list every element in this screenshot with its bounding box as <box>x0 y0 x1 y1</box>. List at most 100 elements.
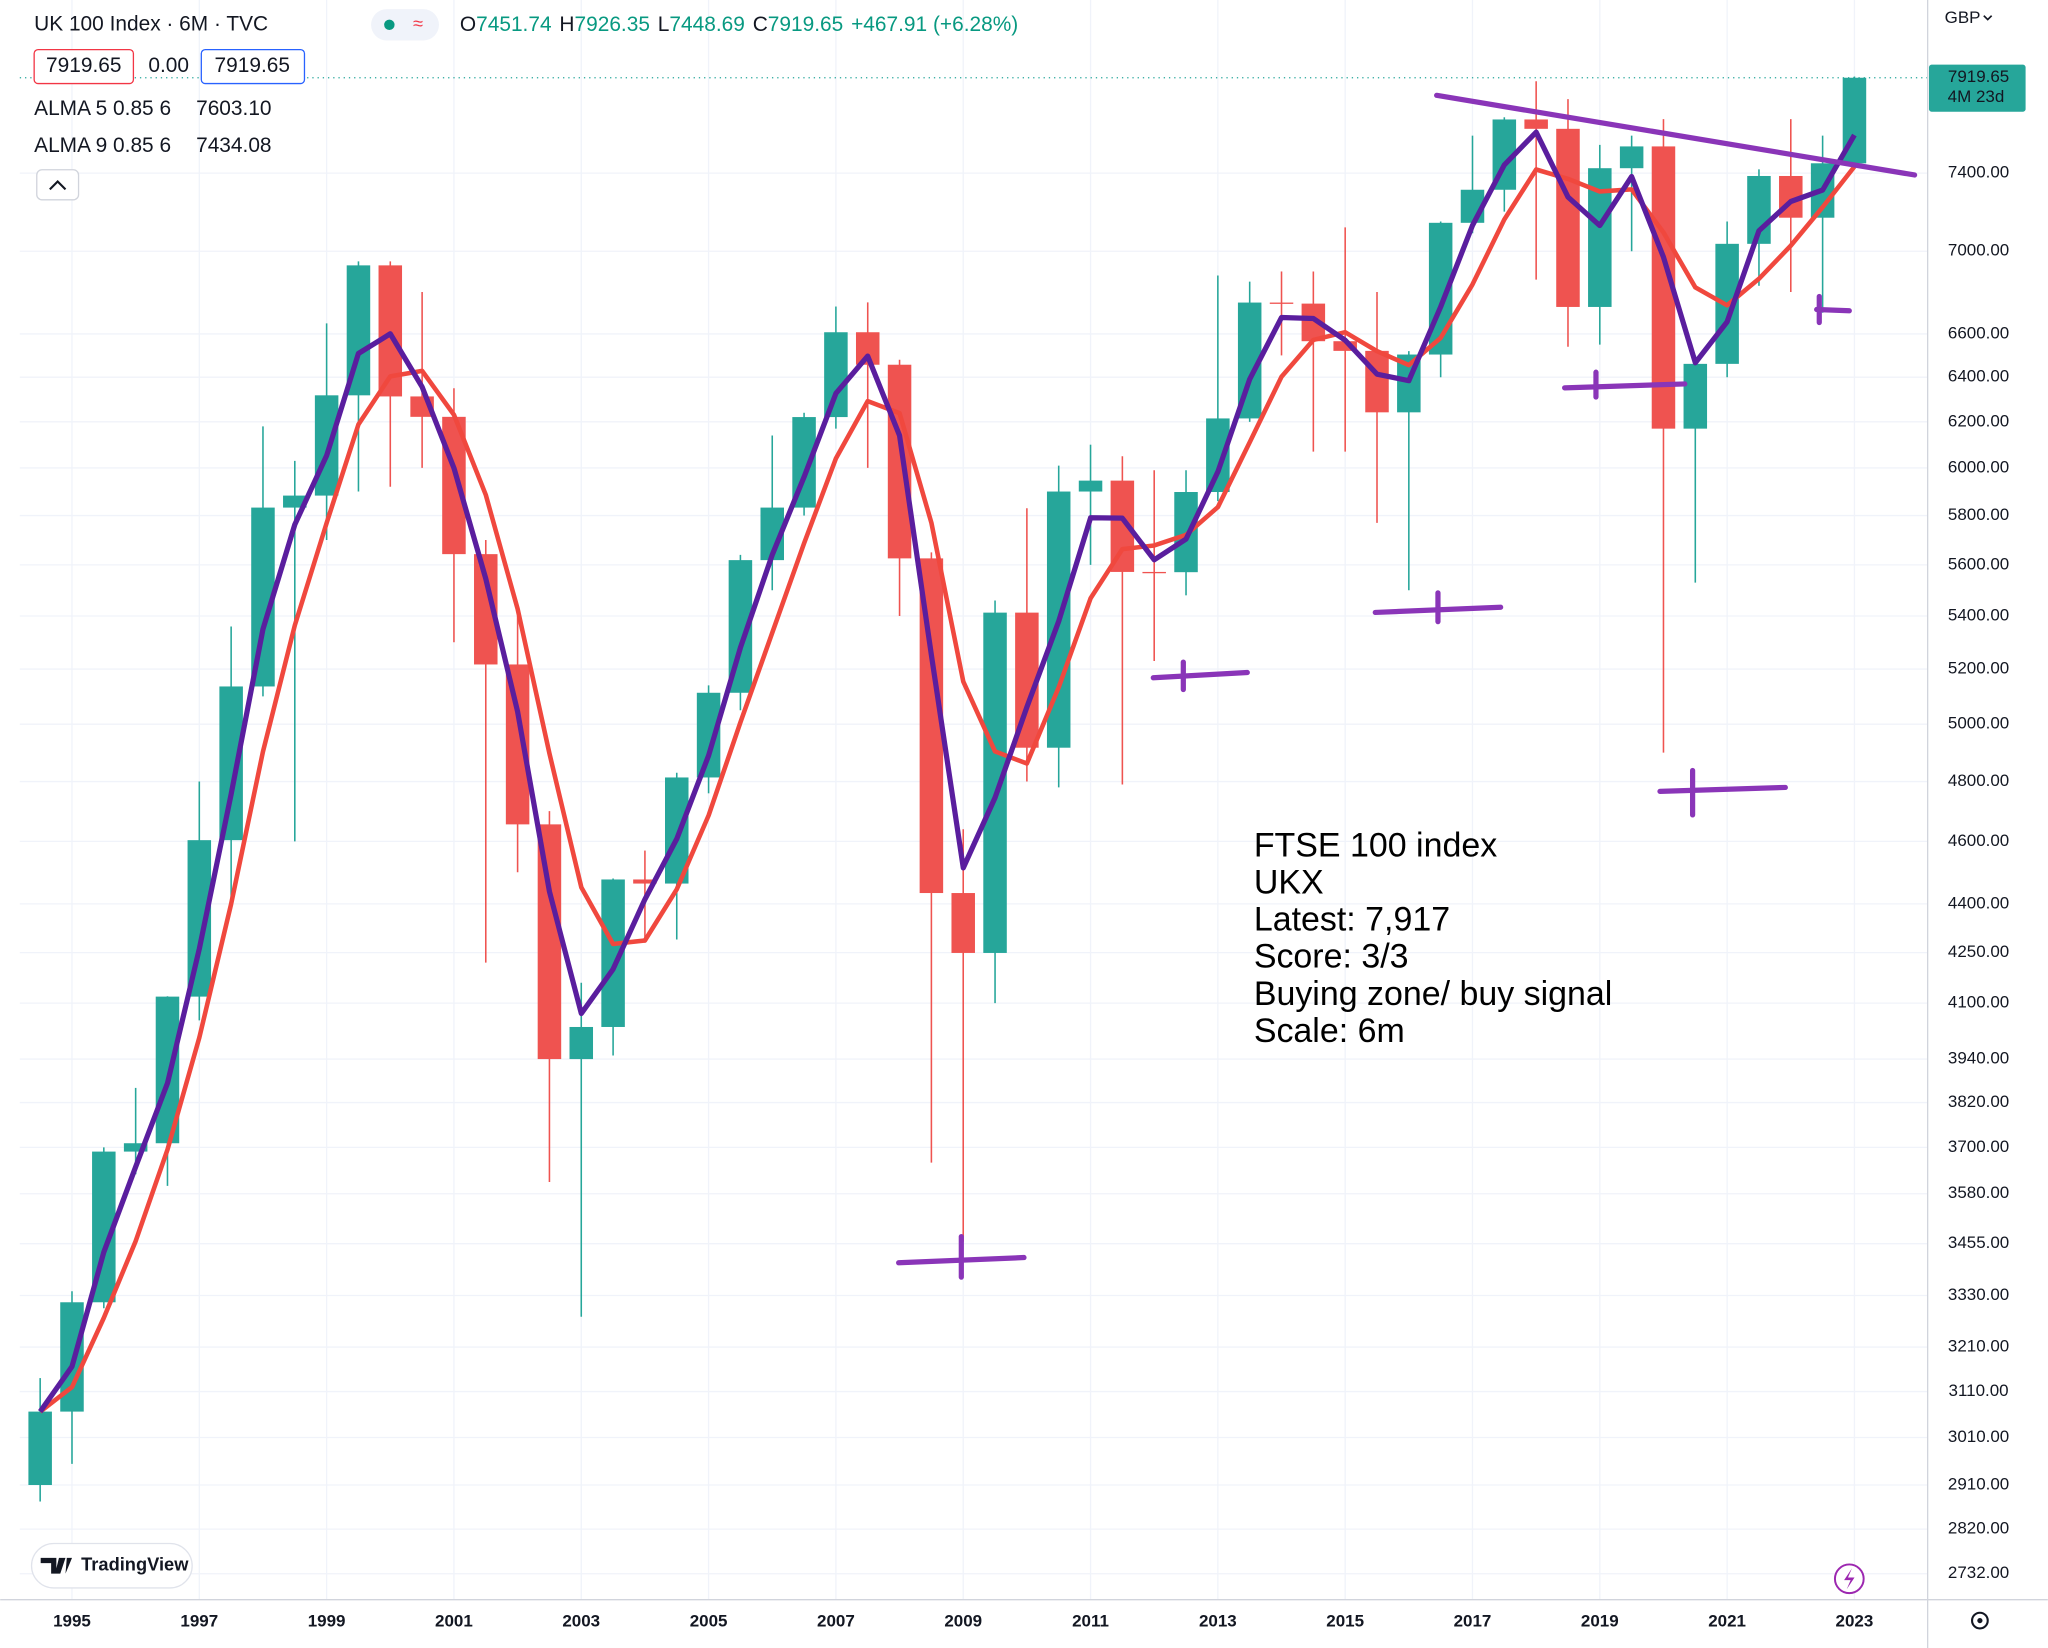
settings-hub <box>1977 1617 1983 1624</box>
cross-h <box>1150 669 1250 681</box>
x-tick-label: 2017 <box>1454 1611 1492 1630</box>
candle-body <box>1269 302 1294 304</box>
ohlc-change: +467.91 (+6.28%) <box>851 12 1018 35</box>
candle-body <box>346 265 371 396</box>
candle-body <box>378 265 403 397</box>
logo-pill[interactable] <box>30 1542 193 1589</box>
candle-body <box>505 664 530 825</box>
countdown: 4M 23d <box>1948 87 2005 106</box>
candle-body <box>1333 341 1357 351</box>
annotation-line: UKX <box>1254 864 1324 902</box>
candle-body <box>314 395 339 496</box>
candle-body <box>1078 480 1103 492</box>
y-tick-label: 3010.00 <box>1948 1427 2009 1446</box>
y-tick-label: 6200.00 <box>1948 411 2009 430</box>
candle-body <box>919 558 944 894</box>
y-tick-label: 4400.00 <box>1948 893 2009 912</box>
x-tick-label: 2005 <box>690 1611 728 1630</box>
symbol-title: UK 100 Index · 6M · TVC <box>34 12 268 35</box>
ohlc-value: 7448.69 <box>669 12 744 35</box>
candle-body <box>283 495 307 508</box>
candle-body <box>1015 612 1039 748</box>
legend-value: 7603.10 <box>196 97 271 120</box>
candle-body <box>1142 571 1166 574</box>
cross-h <box>1562 381 1688 391</box>
legend-name: ALMA 9 0.85 6 <box>34 134 171 157</box>
y-tick-label: 6600.00 <box>1948 323 2009 342</box>
y-tick-label: 4800.00 <box>1948 771 2009 790</box>
collapse-button[interactable] <box>36 169 80 201</box>
spread: 0.00 <box>148 54 189 77</box>
annotation-line: Score: 3/3 <box>1254 938 1409 976</box>
x-tick-label: 2011 <box>1072 1611 1109 1630</box>
candle-body <box>155 996 180 1144</box>
x-tick-label: 2003 <box>562 1611 600 1630</box>
x-tick-label: 2015 <box>1326 1611 1364 1630</box>
drawings <box>896 92 1918 1280</box>
y-tick-label: 5400.00 <box>1948 605 2009 624</box>
trend-line <box>1434 92 1918 178</box>
annotation-line: FTSE 100 index <box>1254 826 1497 864</box>
y-tick-label: 4100.00 <box>1948 993 2009 1012</box>
candle-body <box>983 612 1007 953</box>
alert-bolt <box>1844 1568 1855 1590</box>
ohlc-label: L <box>658 12 670 35</box>
currency-caret <box>1983 15 1993 21</box>
settings-icon[interactable] <box>1971 1611 1989 1630</box>
buy-price: 7919.65 <box>215 54 290 77</box>
x-tick-label: 2019 <box>1581 1611 1619 1630</box>
y-tick-label: 2910.00 <box>1948 1474 2009 1493</box>
candle-body <box>1301 303 1326 342</box>
ohlc-label: C <box>753 12 768 35</box>
y-tick-label: 3700.00 <box>1948 1137 2009 1156</box>
y-tick-label: 5200.00 <box>1948 659 2009 678</box>
candle-body <box>633 879 657 884</box>
status-pill[interactable] <box>371 9 439 41</box>
cross-h <box>1657 784 1788 794</box>
y-tick-label: 5800.00 <box>1948 505 2009 524</box>
indicator-line <box>38 165 1857 1414</box>
sell-box[interactable] <box>33 48 135 85</box>
axes: 2732.00 2820.00 2910.00 3010.00 3110.00 3210.… <box>53 64 2026 1630</box>
ohlc-label: H <box>559 12 574 35</box>
y-tick-label: 3110.00 <box>1949 1381 2009 1400</box>
candle-body <box>28 1411 52 1486</box>
y-tick-label: 5600.00 <box>1948 554 2009 573</box>
candle-body <box>1651 146 1676 429</box>
y-tick-label: 4250.00 <box>1948 942 2009 961</box>
x-tick-label: 2001 <box>435 1611 473 1630</box>
candle-body <box>1683 363 1708 429</box>
y-tick-label: 6000.00 <box>1948 457 2009 476</box>
candle-body <box>187 840 212 997</box>
cross-h <box>1814 306 1852 314</box>
annotation-line: Scale: 6m <box>1254 1012 1405 1050</box>
candle-body <box>1619 146 1644 169</box>
y-tick-label: 5000.00 <box>1948 714 2009 733</box>
y-tick-label: 3330.00 <box>1948 1285 2009 1304</box>
candle-body <box>855 332 880 365</box>
candle-body <box>696 692 721 778</box>
ohlc-value: 7919.65 <box>768 12 843 35</box>
y-tick-label: 3940.00 <box>1948 1049 2009 1068</box>
candle-body <box>569 1026 594 1060</box>
buy-box[interactable] <box>200 48 306 85</box>
annotation-line: Buying zone/ buy signal <box>1254 975 1612 1013</box>
candle-body <box>1524 119 1548 129</box>
x-tick-label: 2007 <box>817 1611 855 1630</box>
y-tick-label: 7000.00 <box>1948 241 2009 260</box>
y-tick-label: 2820.00 <box>1948 1519 2009 1538</box>
candle-body <box>219 686 243 841</box>
currency[interactable]: GBP <box>1945 8 1981 27</box>
y-tick-label: 4600.00 <box>1948 831 2009 850</box>
legend-name: ALMA 5 0.85 6 <box>34 97 171 120</box>
collapse-icon <box>49 180 67 191</box>
plot <box>19 76 1928 1502</box>
ohlc-value: 7451.74 <box>476 12 551 35</box>
y-tick-label: 3455.00 <box>1948 1233 2009 1252</box>
ohlc-label: O <box>460 12 476 35</box>
